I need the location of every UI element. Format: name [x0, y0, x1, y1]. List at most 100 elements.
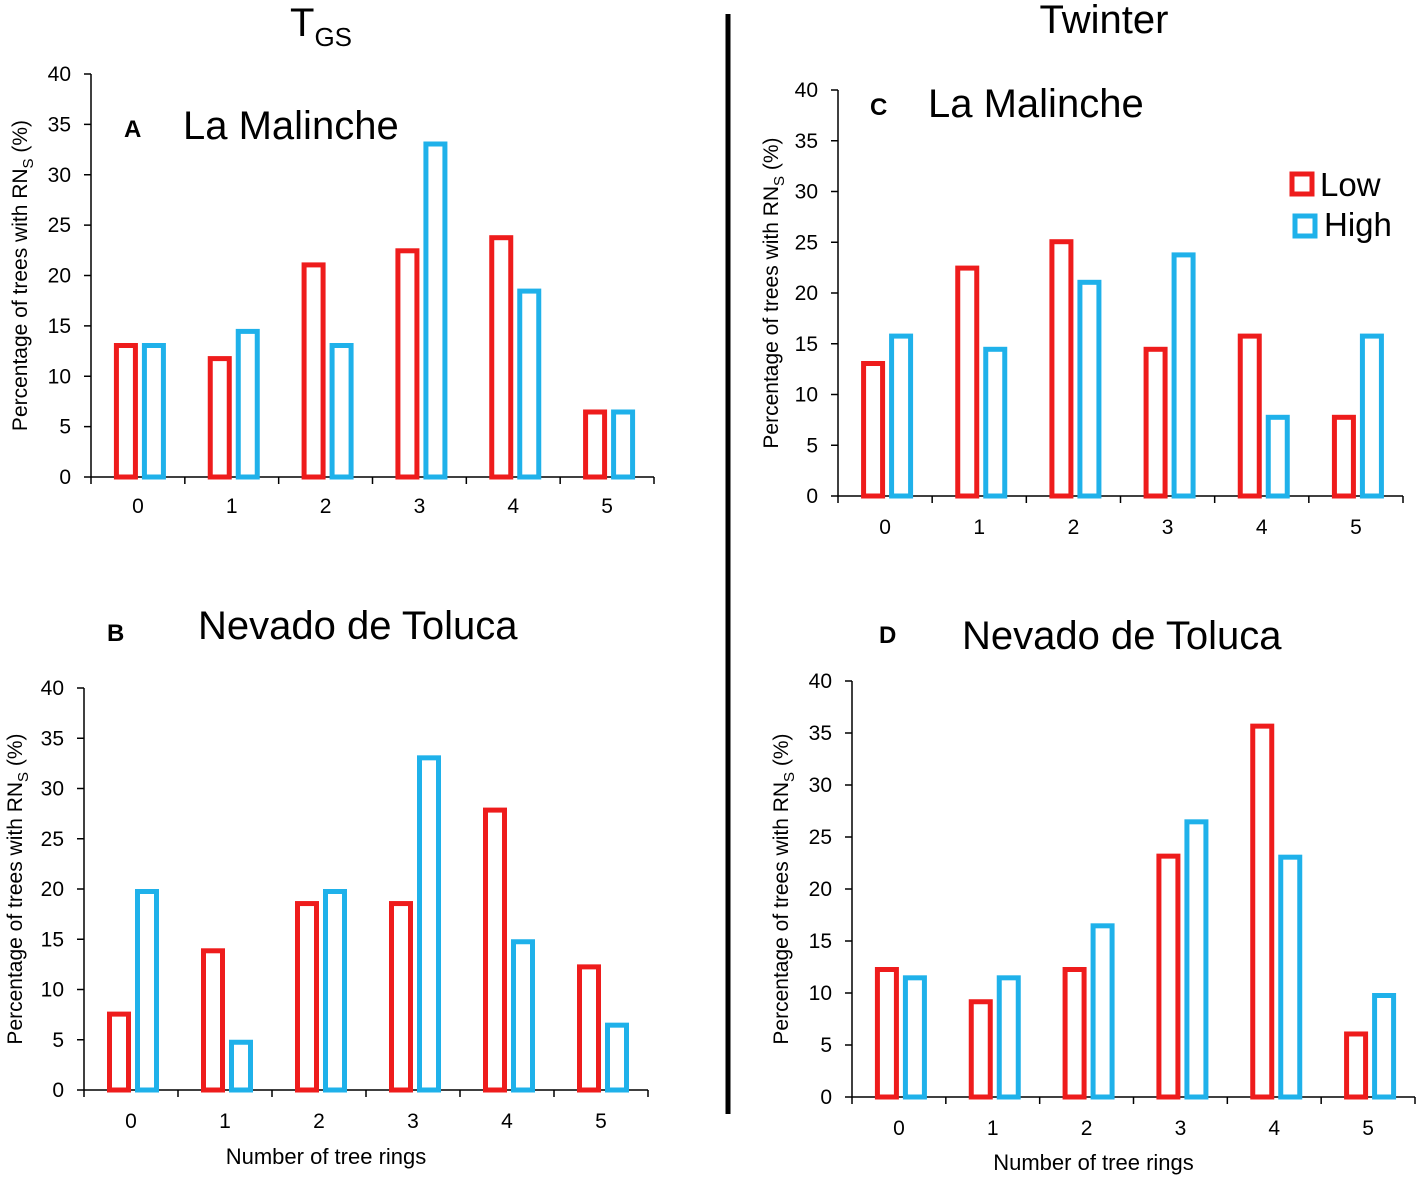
y-tick-label: 10 — [809, 982, 832, 1005]
bar-low-3 — [1156, 853, 1181, 1100]
y-tick-label: 30 — [41, 778, 64, 801]
x-tick-label: 0 — [893, 1117, 905, 1140]
legend-high-label: High — [1324, 206, 1392, 243]
bar-high-2 — [329, 343, 354, 480]
y-tick-label: 40 — [48, 63, 71, 86]
y-tick-label: 25 — [809, 826, 832, 849]
y-tick-label: 10 — [795, 384, 818, 407]
bar-low-3 — [395, 248, 420, 480]
y-axis-label: Percentage of trees with RNS (%) — [770, 733, 798, 1044]
panel-d-letter: D — [879, 622, 896, 649]
bar-high-0 — [135, 889, 159, 1093]
x-axis-label: Number of tree rings — [993, 1150, 1194, 1175]
y-tick-label: 10 — [48, 365, 71, 388]
y-tick-label: 20 — [41, 878, 64, 901]
y-tick-label: 0 — [806, 485, 818, 508]
y-tick-label: 35 — [795, 130, 818, 153]
legend: Low High — [1289, 166, 1392, 243]
bar-high-1 — [996, 975, 1021, 1100]
bar-high-0 — [889, 333, 914, 499]
y-axis-label: Percentage of trees with RNS (%) — [760, 137, 788, 448]
x-tick-label: 3 — [1162, 516, 1174, 539]
x-tick-label: 5 — [1350, 516, 1362, 539]
panel-c-title: La Malinche — [928, 82, 1144, 126]
bar-low-2 — [1062, 967, 1087, 1100]
bar-high-4 — [1265, 414, 1290, 499]
y-axis-label: Percentage of trees with RNS (%) — [9, 120, 37, 431]
bar-low-0 — [861, 361, 886, 499]
y-tick-label: 35 — [41, 727, 64, 750]
x-tick-label: 5 — [595, 1110, 607, 1133]
legend-low-label: Low — [1320, 166, 1381, 203]
y-tick-label: 35 — [48, 113, 71, 136]
x-axis-label: Number of tree rings — [226, 1144, 427, 1169]
y-tick-label: 5 — [59, 416, 71, 439]
bar-low-3 — [389, 901, 413, 1093]
x-tick-label: 1 — [973, 516, 985, 539]
y-tick-label: 40 — [795, 79, 818, 102]
x-tick-label: 4 — [1256, 516, 1268, 539]
panel-a-letter: A — [124, 116, 141, 143]
y-tick-label: 5 — [820, 1034, 832, 1057]
legend-low-swatch — [1289, 171, 1315, 197]
bar-high-2 — [1090, 923, 1115, 1100]
y-tick-label: 15 — [795, 333, 818, 356]
bar-high-1 — [229, 1039, 253, 1093]
y-tick-label: 35 — [809, 722, 832, 745]
x-tick-label: 4 — [507, 495, 519, 518]
panel-c-letter: C — [870, 94, 887, 121]
bar-low-1 — [207, 356, 232, 480]
y-tick-label: 20 — [795, 282, 818, 305]
bar-high-0 — [902, 975, 927, 1100]
y-tick-label: 0 — [820, 1086, 832, 1109]
bar-low-4 — [489, 235, 514, 480]
bar-high-5 — [605, 1022, 629, 1093]
legend-high-swatch — [1292, 213, 1318, 239]
bar-high-1 — [235, 328, 260, 480]
bar-high-5 — [1359, 333, 1384, 499]
bar-low-0 — [107, 1011, 131, 1093]
bar-high-3 — [423, 141, 448, 480]
bar-high-0 — [141, 343, 166, 480]
x-tick-label: 1 — [987, 1117, 999, 1140]
bar-high-3 — [1184, 819, 1209, 1100]
y-tick-label: 25 — [48, 214, 71, 237]
y-tick-label: 30 — [795, 181, 818, 204]
x-tick-label: 1 — [226, 495, 238, 518]
y-axis-label: Percentage of trees with RNS (%) — [4, 733, 32, 1044]
y-tick-label: 5 — [806, 434, 818, 457]
y-tick-label: 20 — [48, 265, 71, 288]
y-tick-label: 25 — [41, 828, 64, 851]
bar-high-4 — [511, 939, 535, 1093]
y-tick-label: 30 — [48, 164, 71, 187]
x-tick-label: 1 — [219, 1110, 231, 1133]
bar-high-4 — [1278, 854, 1303, 1100]
bar-low-1 — [968, 999, 993, 1100]
bar-low-5 — [583, 409, 608, 480]
bar-low-5 — [1331, 414, 1356, 499]
bar-low-1 — [955, 265, 980, 499]
left-column-title: TGS — [290, 1, 352, 52]
bar-low-4 — [1250, 723, 1275, 1100]
panel-c-chart: C La Malinche 0 5 10 15 20 25 30 35 40 0 1 2 3 4 5 Percen… — [760, 79, 1404, 539]
bar-low-2 — [301, 262, 326, 480]
x-tick-label: 4 — [501, 1110, 513, 1133]
y-tick-label: 0 — [52, 1079, 64, 1102]
x-tick-label: 3 — [407, 1110, 419, 1133]
bar-low-0 — [874, 967, 899, 1100]
bar-high-2 — [1077, 279, 1102, 499]
x-tick-label: 5 — [601, 495, 613, 518]
bar-low-0 — [113, 343, 138, 480]
bar-low-1 — [201, 948, 225, 1093]
bar-low-2 — [295, 901, 319, 1093]
bar-low-5 — [577, 964, 601, 1093]
y-tick-label: 40 — [809, 670, 832, 693]
bar-low-5 — [1344, 1031, 1369, 1100]
x-tick-label: 2 — [1081, 1117, 1093, 1140]
bar-high-4 — [517, 288, 542, 480]
bar-high-2 — [323, 889, 347, 1093]
y-tick-label: 25 — [795, 231, 818, 254]
y-tick-label: 40 — [41, 677, 64, 700]
